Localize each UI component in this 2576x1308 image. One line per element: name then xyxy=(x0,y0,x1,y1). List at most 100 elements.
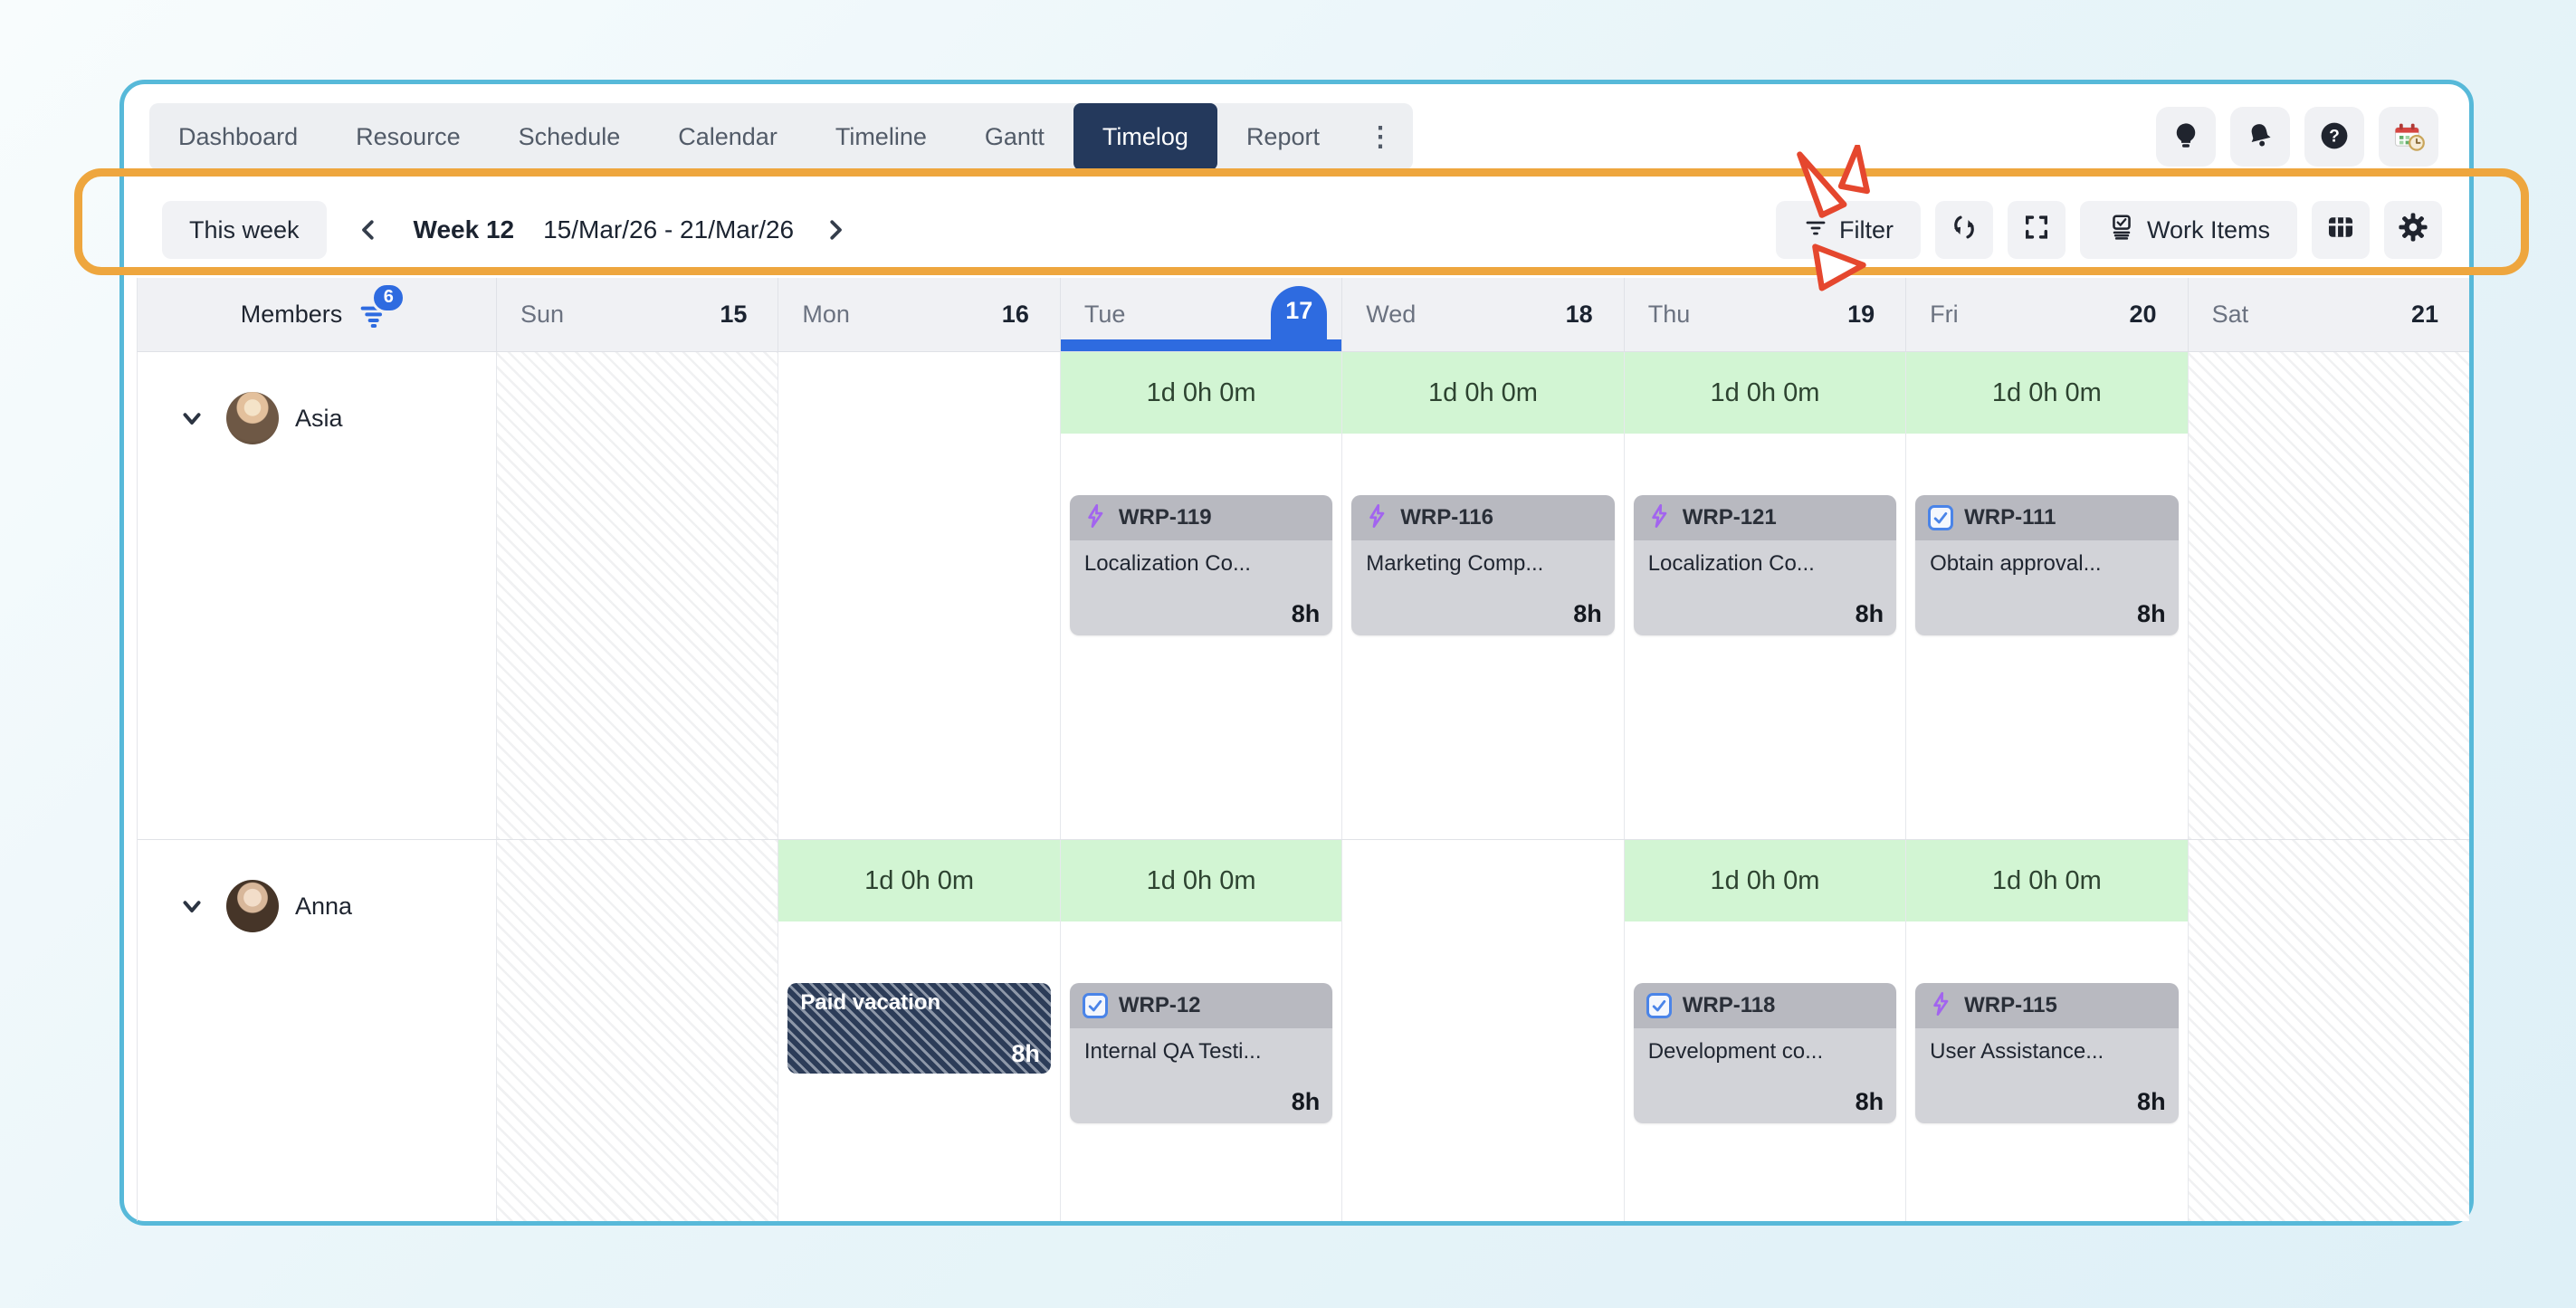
collapse-member-button[interactable] xyxy=(174,880,210,932)
tab-resource[interactable]: Resource xyxy=(327,103,490,170)
tab-timeline[interactable]: Timeline xyxy=(806,103,956,170)
logged-hours: 8h xyxy=(1291,1088,1321,1115)
day-header-sun[interactable]: Sun 15 xyxy=(496,278,778,351)
daily-total-badge: 1d 0h 0m xyxy=(1624,352,1906,434)
notifications-icon xyxy=(2245,120,2275,154)
member-row-anna: Anna 1d 0h 0m Paid vacation 8h 1d 0h 0m WRP-1… xyxy=(138,840,2469,1221)
cell-asia-fri[interactable]: 1d 0h 0m WRP-111 Obtain approval... 8h xyxy=(1905,352,2188,839)
task-card-body: Internal QA Testi... 8h xyxy=(1069,1028,1333,1123)
cell-anna-sat[interactable] xyxy=(2187,840,2469,1221)
next-week-button[interactable] xyxy=(816,210,855,250)
logged-hours: 8h xyxy=(1573,600,1602,627)
app-window: Dashboard Resource Schedule Calendar Timelin… xyxy=(119,80,2474,1226)
help-button[interactable]: ? xyxy=(2304,107,2364,167)
logged-hours: 8h xyxy=(1855,600,1884,627)
day-date: 21 xyxy=(2410,301,2438,328)
vacation-card[interactable]: Paid vacation 8h xyxy=(787,983,1051,1074)
cell-anna-fri[interactable]: 1d 0h 0m WRP-115 User Assistance... 8h xyxy=(1905,840,2188,1221)
task-card-header: WRP-121 xyxy=(1633,495,1897,540)
day-header-fri[interactable]: Fri 20 xyxy=(1905,278,2188,351)
this-week-button[interactable]: This week xyxy=(162,201,327,259)
tab-dashboard[interactable]: Dashboard xyxy=(149,103,327,170)
day-name: Wed xyxy=(1366,301,1417,328)
work-items-button[interactable]: Work Items xyxy=(2079,201,2297,259)
members-filter-icon xyxy=(357,306,393,337)
filter-icon xyxy=(1803,215,1828,246)
task-id: WRP-12 xyxy=(1118,993,1201,1017)
gear-icon xyxy=(2397,211,2429,250)
task-card-wrp-12[interactable]: WRP-12 Internal QA Testi... 8h xyxy=(1069,983,1333,1123)
day-name: Sat xyxy=(2211,301,2249,328)
cell-anna-sun[interactable] xyxy=(496,840,778,1221)
grid-view-button[interactable] xyxy=(2312,201,2370,259)
idea-button[interactable] xyxy=(2156,107,2216,167)
checkbox-icon xyxy=(1928,505,1954,530)
tab-calendar[interactable]: Calendar xyxy=(649,103,806,170)
day-header-tue[interactable]: Tue 17 xyxy=(1059,278,1342,351)
cell-asia-mon[interactable] xyxy=(778,352,1060,839)
checkbox-icon xyxy=(1646,993,1672,1018)
logged-hours: 8h xyxy=(2137,600,2166,627)
day-header-sat[interactable]: Sat 21 xyxy=(2187,278,2469,351)
day-name: Tue xyxy=(1083,301,1126,328)
task-card-wrp-118[interactable]: WRP-118 Development co... 8h xyxy=(1633,983,1897,1123)
notifications-button[interactable] xyxy=(2230,107,2290,167)
sync-button[interactable] xyxy=(1934,201,1993,259)
cell-anna-thu[interactable]: 1d 0h 0m WRP-118 Development co... 8h xyxy=(1623,840,1906,1221)
task-card-wrp-111[interactable]: WRP-111 Obtain approval... 8h xyxy=(1915,495,2179,635)
fullscreen-icon xyxy=(2022,213,2051,248)
avatar xyxy=(226,392,279,444)
task-card-body: Marketing Comp... 8h xyxy=(1351,540,1615,635)
cell-anna-wed[interactable] xyxy=(1341,840,1624,1221)
bolt-icon xyxy=(1646,503,1672,533)
collapse-member-button[interactable] xyxy=(174,392,210,444)
checkbox-icon-wrap xyxy=(1646,993,1672,1018)
day-name: Mon xyxy=(802,301,850,328)
cell-asia-sat[interactable] xyxy=(2187,352,2469,839)
member-name: Anna xyxy=(295,892,353,920)
daily-total-badge: 1d 0h 0m xyxy=(1342,352,1624,434)
tab-schedule[interactable]: Schedule xyxy=(490,103,650,170)
checkbox-icon-wrap xyxy=(1082,993,1108,1018)
filter-button[interactable]: Filter xyxy=(1775,201,1921,259)
day-header-thu[interactable]: Thu 19 xyxy=(1623,278,1906,351)
top-nav-row: Dashboard Resource Schedule Calendar Timelin… xyxy=(149,102,2438,171)
cell-asia-tue[interactable]: 1d 0h 0m WRP-119 Localization Co... 8h xyxy=(1059,352,1342,839)
avatar xyxy=(226,880,279,932)
day-header-mon[interactable]: Mon 16 xyxy=(778,278,1060,351)
task-card-body: Localization Co... 8h xyxy=(1633,540,1897,635)
settings-button[interactable] xyxy=(2384,201,2442,259)
day-date: 17 xyxy=(1285,297,1313,324)
calendar-header-row: Members 6 Sun 15 Mon 16 Tue 17 Wed 18 Thu 19 Fri 20… xyxy=(137,278,2469,352)
prev-week-button[interactable] xyxy=(348,210,388,250)
task-title: User Assistance... xyxy=(1930,1039,2104,1064)
task-card-wrp-119[interactable]: WRP-119 Localization Co... 8h xyxy=(1069,495,1333,635)
nav-tabs: Dashboard Resource Schedule Calendar Timelin… xyxy=(149,103,1413,170)
cell-anna-mon[interactable]: 1d 0h 0m Paid vacation 8h xyxy=(778,840,1060,1221)
members-filter-button[interactable]: 6 xyxy=(357,282,406,333)
sync-icon xyxy=(1950,213,1979,248)
toolbar-right: Filter Work Items xyxy=(1775,201,2442,259)
work-items-icon xyxy=(2107,213,2136,248)
tab-report[interactable]: Report xyxy=(1217,103,1349,170)
day-header-wed[interactable]: Wed 18 xyxy=(1341,278,1624,351)
tabs-more-icon[interactable]: ⋮ xyxy=(1349,103,1413,170)
cell-asia-sun[interactable] xyxy=(496,352,778,839)
task-card-body: Obtain approval... 8h xyxy=(1915,540,2179,635)
cell-asia-wed[interactable]: 1d 0h 0m WRP-116 Marketing Comp... 8h xyxy=(1341,352,1624,839)
task-card-wrp-121[interactable]: WRP-121 Localization Co... 8h xyxy=(1633,495,1897,635)
task-card-wrp-116[interactable]: WRP-116 Marketing Comp... 8h xyxy=(1351,495,1615,635)
task-title: Internal QA Testi... xyxy=(1083,1039,1262,1064)
task-card-header: WRP-119 xyxy=(1069,495,1333,540)
fullscreen-button[interactable] xyxy=(2007,201,2066,259)
tab-gantt[interactable]: Gantt xyxy=(956,103,1073,170)
task-card-wrp-115[interactable]: WRP-115 User Assistance... 8h xyxy=(1915,983,2179,1123)
task-card-body: Localization Co... 8h xyxy=(1069,540,1333,635)
task-card-header: WRP-116 xyxy=(1351,495,1615,540)
tab-timelog[interactable]: Timelog xyxy=(1073,103,1217,170)
task-id: WRP-116 xyxy=(1400,505,1493,530)
calendar-clock-button[interactable] xyxy=(2379,107,2438,167)
cell-anna-tue[interactable]: 1d 0h 0m WRP-12 Internal QA Testi... 8h xyxy=(1059,840,1342,1221)
cell-asia-thu[interactable]: 1d 0h 0m WRP-121 Localization Co... 8h xyxy=(1623,352,1906,839)
